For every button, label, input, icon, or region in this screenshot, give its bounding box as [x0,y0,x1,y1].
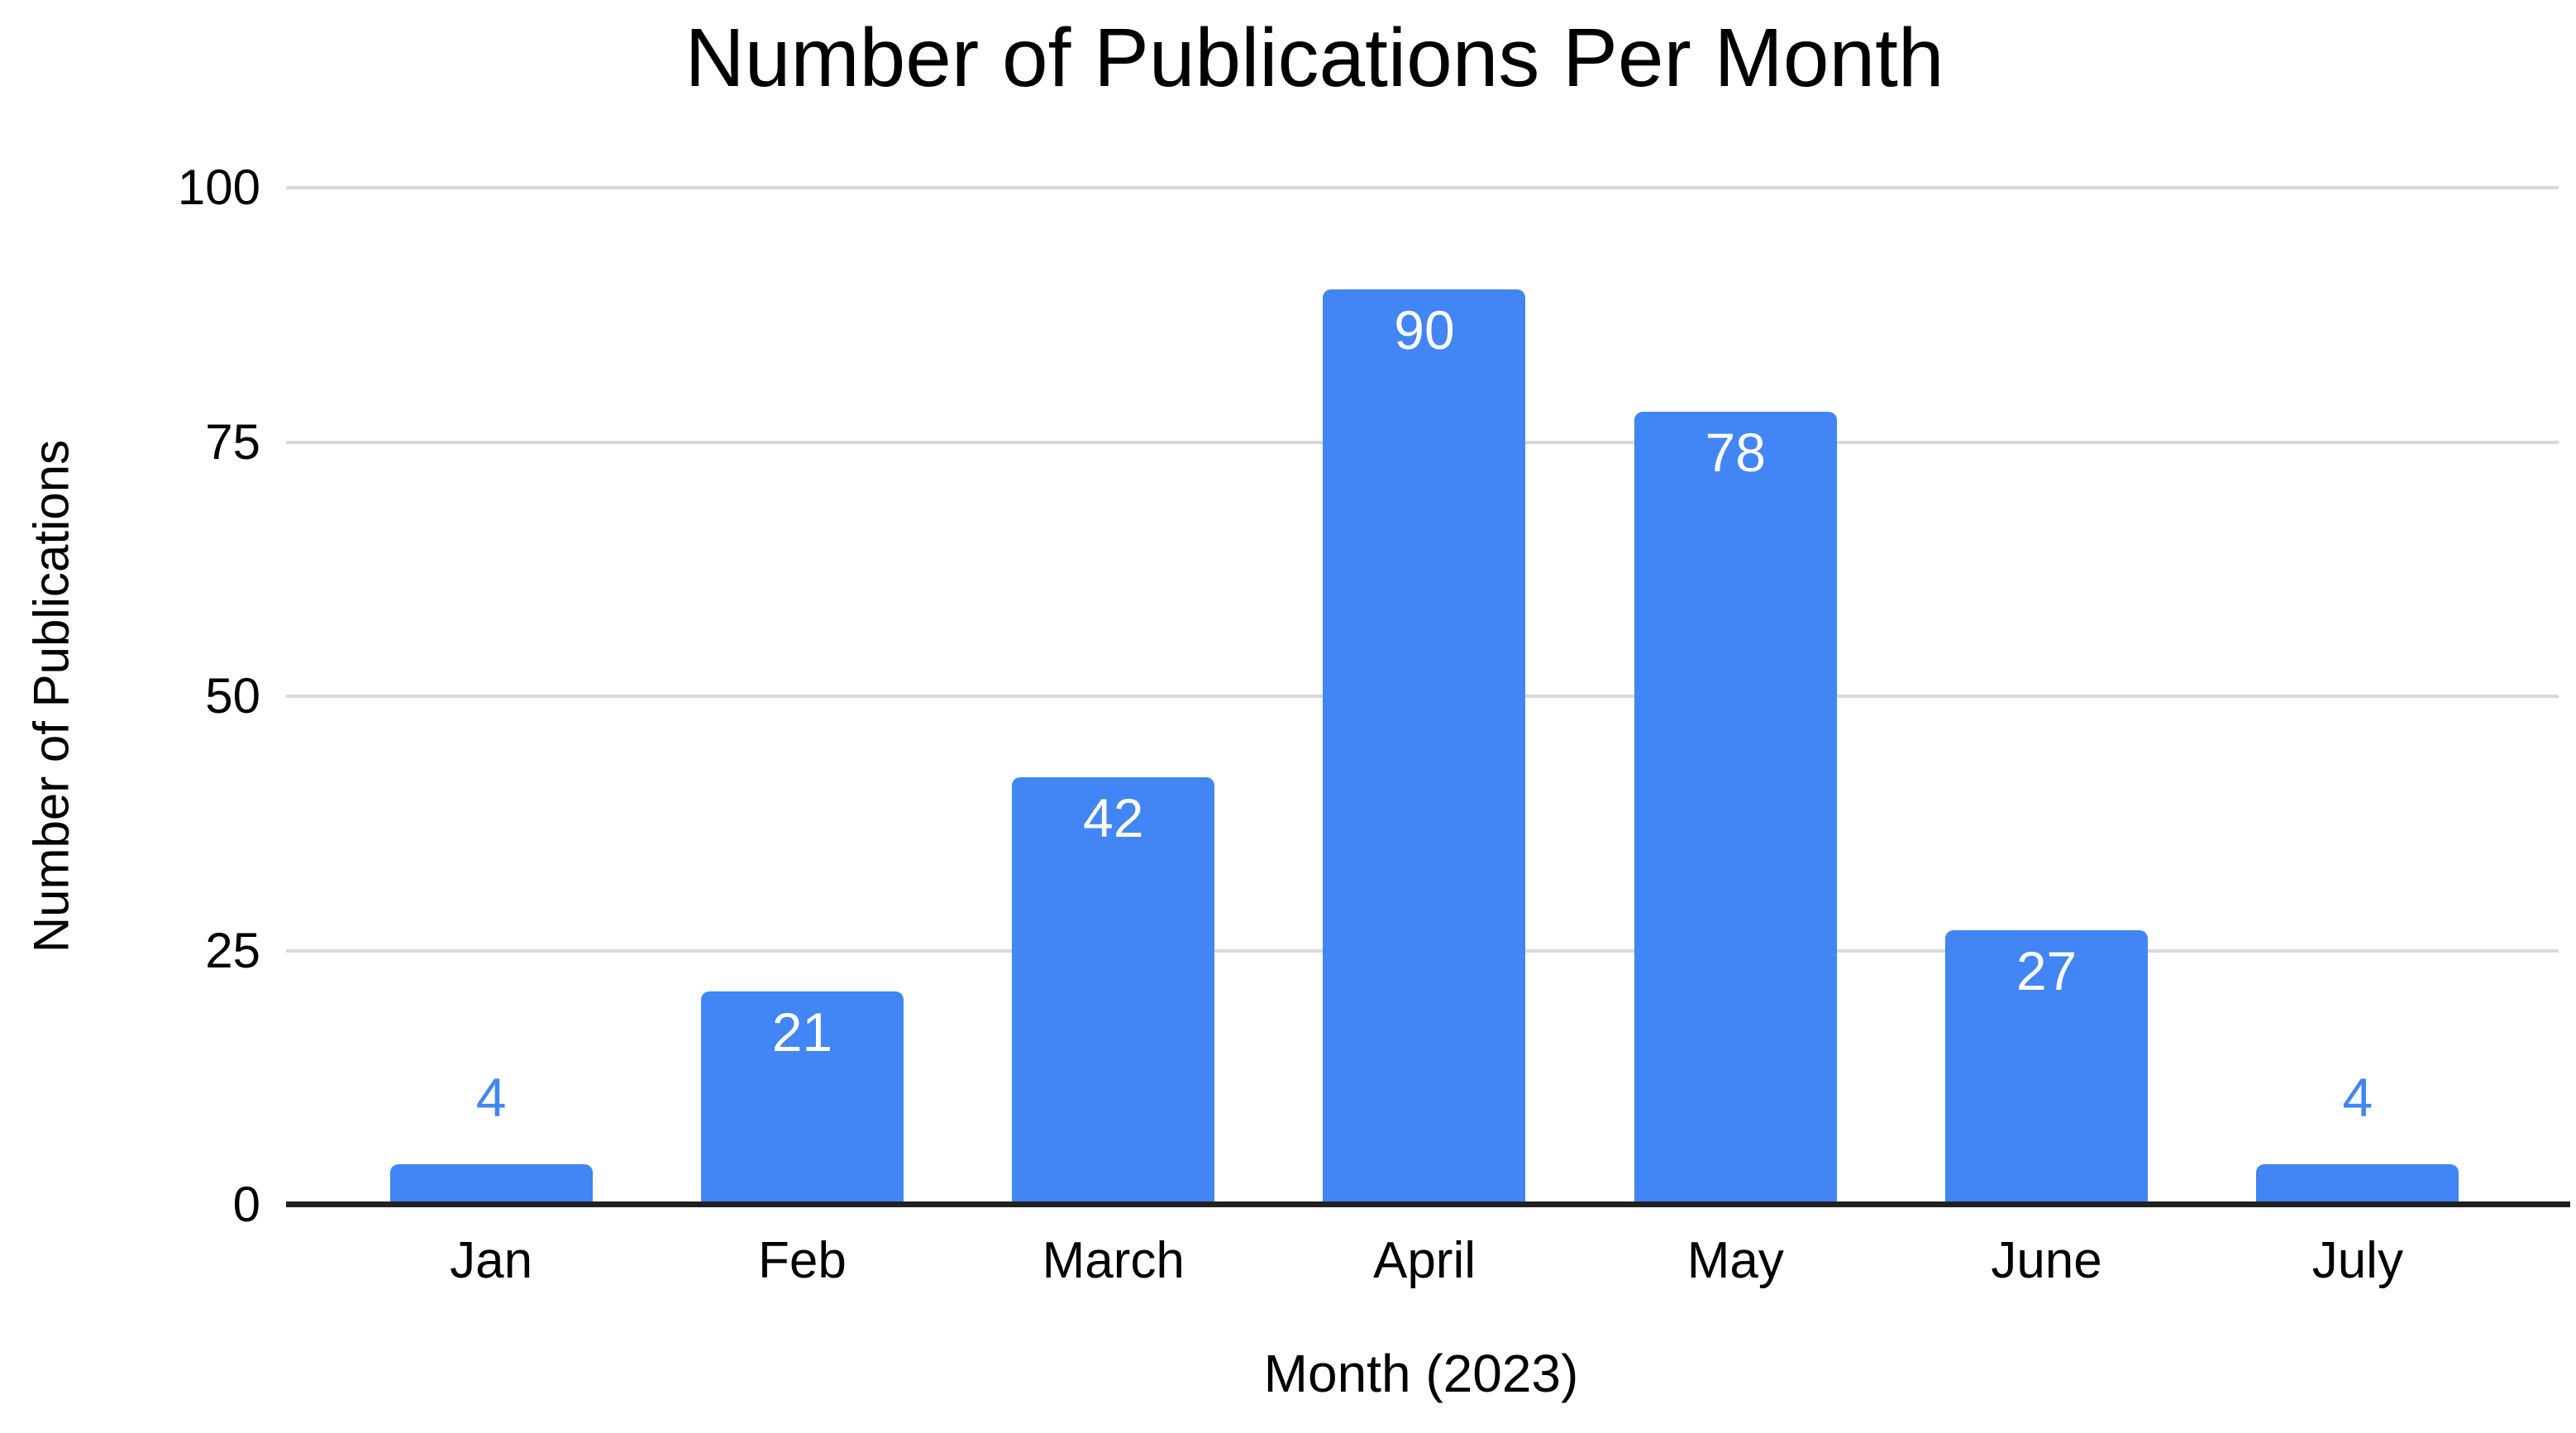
bar-value-label-may: 78 [1705,421,1766,483]
bar-jan [389,1163,593,1205]
bar-value-label-march: 42 [1082,787,1144,849]
bar-column-feb: 21 [646,188,957,1205]
x-tick-label-may: May [1686,1232,1784,1289]
x-axis-line [286,1201,2570,1207]
bar-value-label-feb: 21 [771,1001,833,1063]
x-tick-label-jan: Jan [450,1232,533,1289]
bar-column-april: 90 [1269,188,1580,1205]
x-axis-title: Month (2023) [1263,1344,1579,1403]
bar-july [2256,1163,2459,1205]
x-tick-label-july: July [2311,1232,2403,1289]
x-tick-label-march: March [1042,1232,1185,1289]
bar-value-label-july: 4 [2342,1066,2373,1128]
plot-area: 4 21 42 90 78 27 4 [286,186,2570,1207]
x-tick-label-june: June [1991,1232,2102,1289]
gridline-100 [286,186,2559,189]
x-axis-labels: Jan Feb March April May June July [336,1229,2513,1293]
bar-value-label-april: 90 [1394,299,1455,361]
chart-title: Number of Publications Per Month [685,12,1944,104]
y-axis-title: Number of Publications [23,439,79,953]
x-tick-label-april: April [1372,1232,1476,1289]
bar-column-jan: 4 [336,188,646,1205]
bar-feb: 21 [700,991,904,1205]
bar-column-march: 42 [958,188,1269,1205]
x-tick-label-feb: Feb [758,1232,847,1289]
bar-column-june: 27 [1891,188,2202,1205]
bar-june: 27 [1945,929,2149,1205]
bar-column-may: 78 [1580,188,1891,1205]
bar-value-label-june: 27 [2015,939,2077,1001]
bar-value-label-jan: 4 [475,1066,507,1128]
bar-april: 90 [1323,289,1526,1205]
y-tick-label-50: 50 [205,668,260,724]
bars-container: 4 21 42 90 78 27 4 [336,188,2513,1205]
y-tick-label-75: 75 [205,413,260,470]
bar-may: 78 [1634,411,1837,1205]
bar-march: 42 [1012,777,1215,1205]
y-tick-label-100: 100 [177,160,260,215]
y-tick-label-0: 0 [232,1177,260,1232]
bar-column-july: 4 [2202,188,2513,1205]
y-tick-label-25: 25 [205,922,260,978]
